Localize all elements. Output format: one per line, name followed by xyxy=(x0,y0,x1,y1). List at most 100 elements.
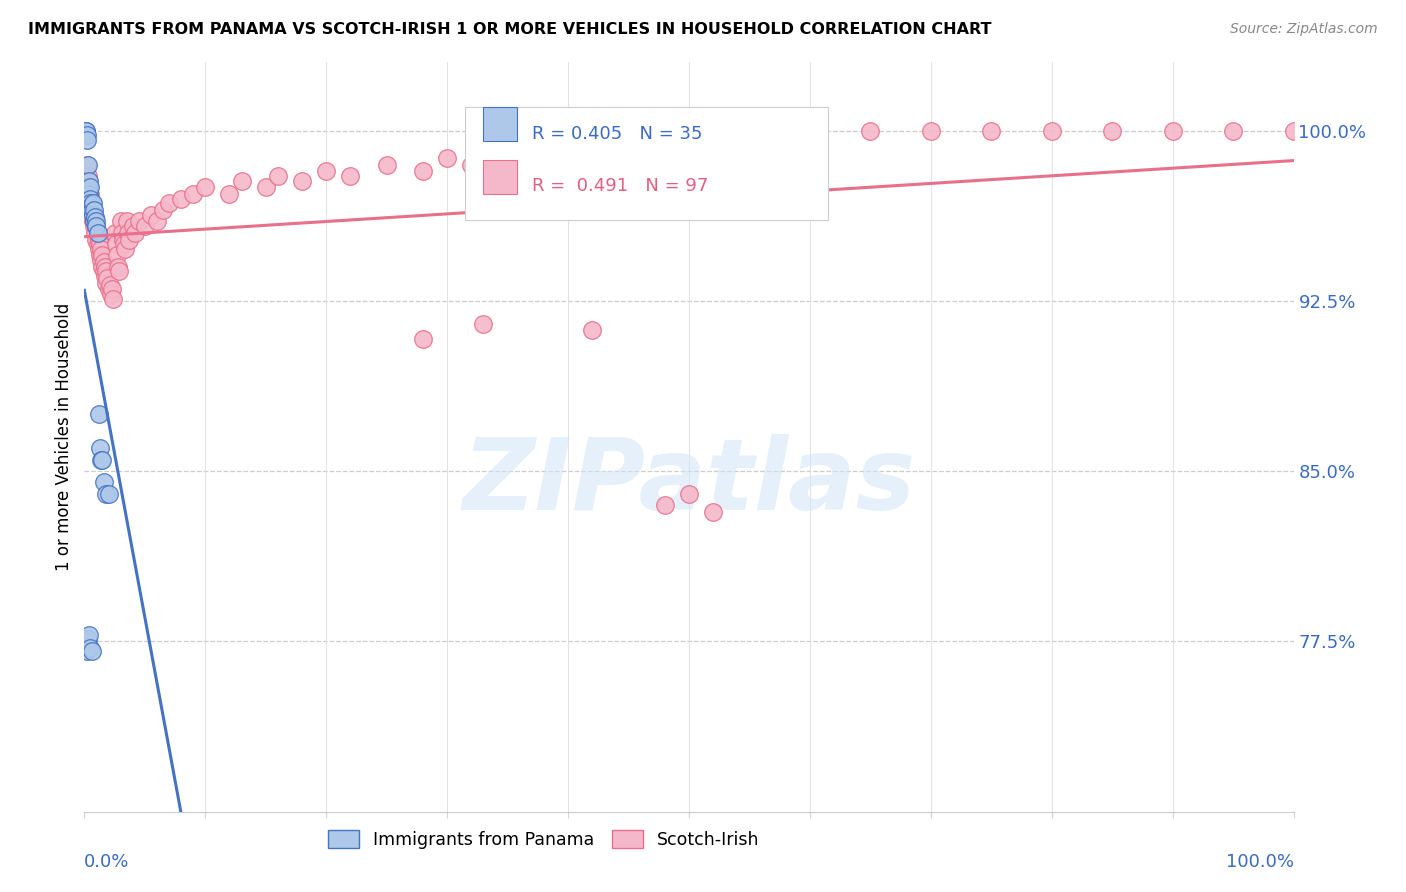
Point xyxy=(86,226,108,240)
Point xyxy=(93,255,115,269)
Point xyxy=(86,226,108,240)
Point xyxy=(87,233,110,247)
Point xyxy=(139,208,162,222)
Point xyxy=(267,169,290,183)
Point xyxy=(231,173,253,187)
Point xyxy=(80,202,103,217)
Point xyxy=(112,233,135,247)
Point xyxy=(103,292,125,306)
Point xyxy=(86,219,108,233)
Point xyxy=(1161,123,1184,137)
Point xyxy=(1282,123,1305,137)
Point xyxy=(181,187,204,202)
Point xyxy=(83,208,105,222)
Point xyxy=(87,242,110,256)
Point xyxy=(82,214,104,228)
Point xyxy=(254,180,277,194)
Point xyxy=(920,123,942,137)
Point xyxy=(412,164,434,178)
Point xyxy=(86,233,108,247)
Point xyxy=(86,214,108,228)
Point xyxy=(496,146,519,161)
Point xyxy=(557,142,579,156)
Y-axis label: 1 or more Vehicles in Household: 1 or more Vehicles in Household xyxy=(55,303,73,571)
Point xyxy=(80,643,103,657)
Point xyxy=(77,627,100,641)
Point xyxy=(86,219,108,233)
Point xyxy=(97,283,120,297)
Point xyxy=(75,123,97,137)
Point xyxy=(84,214,107,228)
Point xyxy=(90,252,112,267)
Point xyxy=(678,128,700,142)
Point xyxy=(79,187,101,202)
Point xyxy=(76,173,98,187)
Point xyxy=(77,180,100,194)
Point xyxy=(83,202,105,217)
Point xyxy=(581,323,603,337)
Point xyxy=(76,643,98,657)
Point xyxy=(76,133,98,147)
Text: 0.0%: 0.0% xyxy=(84,853,129,871)
Point xyxy=(77,173,100,187)
Point xyxy=(112,237,135,252)
Legend: Immigrants from Panama, Scotch-Irish: Immigrants from Panama, Scotch-Irish xyxy=(321,822,766,855)
Bar xyxy=(484,107,517,141)
Point xyxy=(117,226,139,240)
Point xyxy=(118,233,141,247)
Point xyxy=(339,169,361,183)
Point xyxy=(101,283,124,297)
Point xyxy=(90,242,112,256)
Point xyxy=(194,180,217,194)
Point xyxy=(82,196,104,211)
Point xyxy=(80,196,103,211)
Point xyxy=(134,219,156,233)
Point xyxy=(79,641,101,656)
Point xyxy=(87,408,110,422)
Point xyxy=(980,123,1002,137)
Point xyxy=(114,242,136,256)
Point xyxy=(77,158,100,172)
Point xyxy=(77,632,100,647)
Point xyxy=(170,192,193,206)
Point xyxy=(799,123,821,137)
Point xyxy=(128,214,150,228)
Point xyxy=(1222,123,1244,137)
Point xyxy=(77,180,100,194)
Text: 100.0%: 100.0% xyxy=(1226,853,1294,871)
Point xyxy=(89,237,111,252)
FancyBboxPatch shape xyxy=(465,107,828,219)
Point xyxy=(472,317,495,331)
Point xyxy=(77,169,100,183)
Bar xyxy=(484,160,517,194)
Point xyxy=(105,248,128,262)
Point xyxy=(124,226,146,240)
Point xyxy=(108,264,131,278)
Point xyxy=(111,226,134,240)
Text: ZIPatlas: ZIPatlas xyxy=(463,434,915,531)
Point xyxy=(107,260,129,274)
Point xyxy=(412,333,434,347)
Point xyxy=(84,226,107,240)
Point xyxy=(617,135,640,149)
Point xyxy=(678,487,700,501)
Point xyxy=(83,214,105,228)
Point xyxy=(80,210,103,224)
Point xyxy=(82,208,104,222)
Text: R = 0.405   N = 35: R = 0.405 N = 35 xyxy=(531,125,702,143)
Point xyxy=(84,210,107,224)
Point xyxy=(375,158,398,172)
Point xyxy=(89,442,111,456)
Point xyxy=(104,226,127,240)
Point xyxy=(104,237,127,252)
Point xyxy=(100,287,122,301)
Text: IMMIGRANTS FROM PANAMA VS SCOTCH-IRISH 1 OR MORE VEHICLES IN HOUSEHOLD CORRELATI: IMMIGRANTS FROM PANAMA VS SCOTCH-IRISH 1… xyxy=(28,22,991,37)
Point xyxy=(91,452,114,467)
Point xyxy=(1040,123,1063,137)
Point xyxy=(460,158,482,172)
Point xyxy=(146,214,169,228)
Point xyxy=(93,264,115,278)
Point xyxy=(80,198,103,212)
Point xyxy=(93,475,115,490)
Point xyxy=(79,196,101,211)
